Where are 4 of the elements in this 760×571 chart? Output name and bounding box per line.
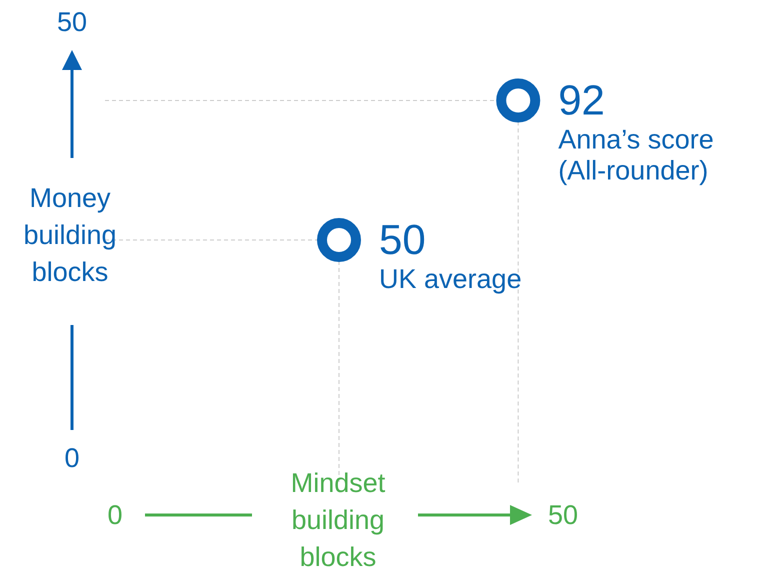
x-axis-title: Mindset building blocks <box>290 468 386 571</box>
annotation: 92 Anna’s score (All-rounder) <box>558 76 714 186</box>
annotation: 50 UK average <box>379 216 522 294</box>
y-axis-title: Money building blocks <box>23 183 117 287</box>
